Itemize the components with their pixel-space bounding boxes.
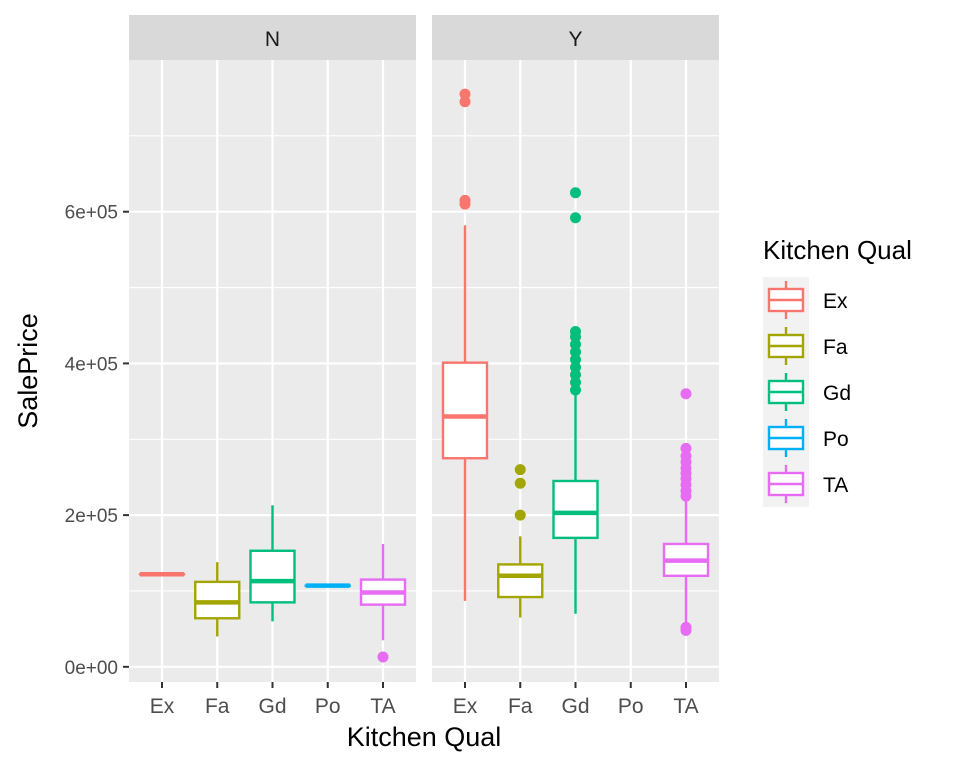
panel-n-strip bbox=[129, 15, 416, 60]
box-body bbox=[249, 549, 296, 604]
panel-y-strip bbox=[432, 15, 719, 60]
x-tick-label: Ex bbox=[150, 695, 175, 718]
legend-title: Kitchen Qual bbox=[763, 235, 912, 265]
box-y-ta bbox=[662, 388, 710, 636]
outlier-point bbox=[570, 326, 581, 338]
outlier-point bbox=[570, 187, 581, 199]
outlier-point bbox=[570, 384, 581, 396]
y-tick-label: 2e+05 bbox=[65, 506, 118, 527]
outlier-point bbox=[570, 346, 581, 358]
x-tick-label: Gd bbox=[561, 695, 589, 718]
outlier-point bbox=[680, 621, 692, 633]
outlier-point bbox=[570, 369, 581, 381]
legend-label: Fa bbox=[823, 336, 848, 359]
outlier-point bbox=[459, 88, 471, 100]
panel-n-label: N bbox=[265, 28, 280, 51]
y-axis: 0e+00 2e+05 4e+05 6e+05 bbox=[65, 203, 129, 679]
legend-label: Ex bbox=[823, 290, 848, 313]
box-body bbox=[497, 563, 544, 599]
panel-y-label: Y bbox=[568, 28, 582, 51]
x-tick-label: Fa bbox=[508, 695, 533, 718]
outlier-point bbox=[459, 96, 471, 108]
outlier-point bbox=[377, 651, 389, 663]
legend-label: Gd bbox=[823, 382, 851, 405]
x-axis: Ex Fa Gd Po TA Ex Fa Gd Po TA bbox=[150, 682, 699, 718]
outlier-point bbox=[680, 450, 692, 462]
y-tick-label: 4e+05 bbox=[65, 354, 118, 375]
x-tick-label: TA bbox=[370, 695, 395, 718]
legend-keys: Ex Fa Gd Po TA bbox=[763, 277, 851, 507]
y-tick-label: 0e+00 bbox=[65, 658, 118, 679]
panel-y: Y bbox=[432, 15, 719, 682]
box-body bbox=[441, 361, 489, 460]
outlier-point bbox=[514, 477, 526, 489]
outlier-point bbox=[459, 194, 471, 206]
x-axis-title: Kitchen Qual bbox=[347, 722, 502, 752]
legend-key-fa: Fa bbox=[763, 323, 848, 369]
x-tick-label: TA bbox=[673, 695, 698, 718]
x-tick-label: Po bbox=[315, 695, 341, 718]
y-axis-title: SalePrice bbox=[13, 313, 43, 429]
panel-y-boxes bbox=[441, 88, 710, 636]
outlier-point bbox=[570, 361, 581, 373]
legend-key-ta: TA bbox=[763, 461, 848, 507]
outlier-point bbox=[570, 212, 581, 224]
box-n-ta bbox=[359, 543, 407, 663]
box-n-gd bbox=[249, 505, 296, 622]
box-y-ex bbox=[441, 88, 489, 601]
legend-key-gd: Gd bbox=[763, 369, 851, 415]
outlier-point bbox=[680, 442, 692, 454]
panel-n: N bbox=[129, 15, 416, 682]
y-tick-label: 6e+05 bbox=[65, 203, 118, 224]
outlier-point bbox=[514, 464, 526, 476]
box-y-gd bbox=[552, 187, 599, 614]
panel-n-boxes bbox=[138, 505, 407, 663]
outlier-point bbox=[514, 509, 526, 521]
outlier-point bbox=[570, 354, 581, 366]
legend: Kitchen Qual Ex Fa Gd Po TA bbox=[763, 235, 912, 507]
legend-label: Po bbox=[823, 428, 849, 451]
legend-key-ex: Ex bbox=[763, 277, 848, 323]
outlier-point bbox=[570, 376, 581, 388]
legend-label: TA bbox=[823, 474, 848, 497]
box-body bbox=[552, 479, 599, 540]
x-tick-label: Po bbox=[618, 695, 644, 718]
x-tick-label: Ex bbox=[453, 695, 478, 718]
box-body bbox=[194, 580, 241, 620]
box-y-fa bbox=[497, 464, 544, 618]
outlier-point bbox=[570, 338, 581, 350]
box-n-fa bbox=[194, 562, 241, 637]
legend-key-po: Po bbox=[763, 415, 849, 461]
outlier-point bbox=[680, 388, 692, 400]
x-tick-label: Gd bbox=[258, 695, 286, 718]
x-tick-label: Fa bbox=[205, 695, 230, 718]
